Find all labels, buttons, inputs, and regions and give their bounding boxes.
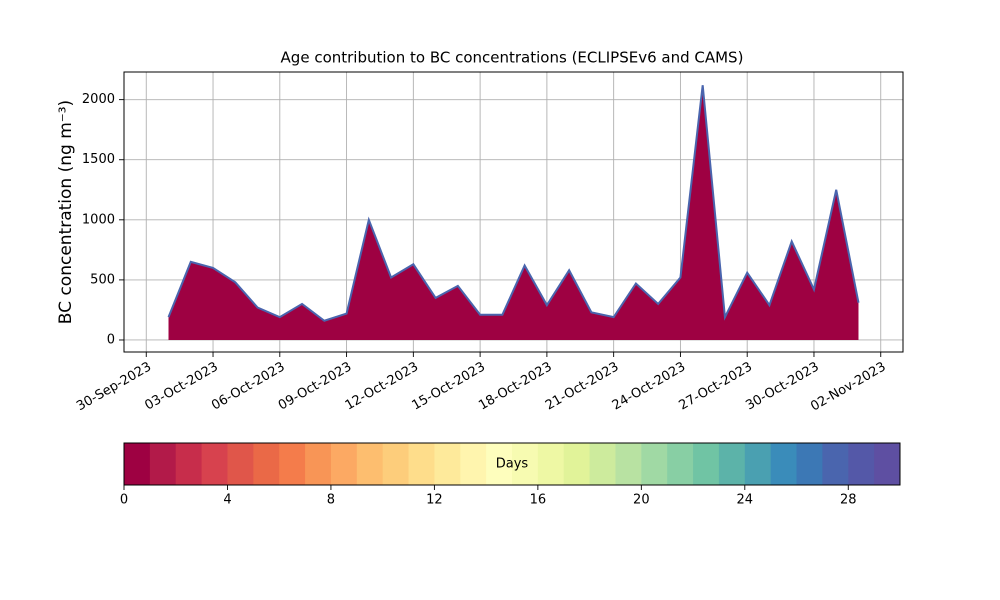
colorbar-swatch bbox=[305, 443, 332, 485]
y-tick-label: 500 bbox=[90, 272, 115, 287]
colorbar-swatch bbox=[718, 443, 746, 485]
colorbar-swatch bbox=[874, 443, 901, 485]
x-tick-label: 09-Oct-2023 bbox=[276, 360, 354, 414]
colorbar-swatch bbox=[744, 443, 772, 485]
x-tick-label: 06-Oct-2023 bbox=[209, 360, 287, 414]
colorbar-swatch bbox=[822, 443, 849, 485]
colorbar-tick-label: 20 bbox=[633, 493, 650, 508]
colorbar-swatch bbox=[537, 443, 565, 485]
colorbar-swatch bbox=[279, 443, 306, 485]
y-axis-label: BC concentration (ng m⁻³) bbox=[56, 100, 76, 324]
colorbar-swatch bbox=[512, 443, 539, 485]
area bbox=[168, 85, 859, 340]
plot-frame bbox=[123, 71, 904, 353]
colorbar-tick-label: 12 bbox=[426, 493, 443, 508]
colorbar-swatch bbox=[356, 443, 384, 485]
colorbar-tick-label: 28 bbox=[840, 493, 857, 508]
x-tick-label: 21-Oct-2023 bbox=[543, 360, 621, 414]
colorbar-swatch bbox=[201, 443, 228, 485]
colorbar-swatch bbox=[124, 443, 151, 485]
area-edge bbox=[167, 85, 860, 322]
x-tick-label: 12-Oct-2023 bbox=[343, 360, 421, 414]
y-tick-label: 1500 bbox=[82, 152, 115, 167]
colorbar-swatch bbox=[615, 443, 642, 485]
colorbar-swatch bbox=[408, 443, 435, 485]
y-tick-label: 1000 bbox=[82, 212, 115, 227]
colorbar-swatch bbox=[589, 443, 616, 485]
colorbar-swatch bbox=[667, 443, 694, 485]
colorbar-tick-label: 24 bbox=[737, 493, 754, 508]
x-tick-label: 27-Oct-2023 bbox=[677, 360, 755, 414]
colorbar-swatch bbox=[486, 443, 513, 485]
colorbar-tick-label: 4 bbox=[223, 493, 231, 508]
chart-title: Age contribution to BC concentrations (E… bbox=[281, 49, 744, 67]
x-tick-label: 18-Oct-2023 bbox=[476, 360, 554, 414]
x-tick-label: 02-Nov-2023 bbox=[808, 360, 888, 415]
colorbar-swatch bbox=[563, 443, 591, 485]
colorbar-swatch bbox=[175, 443, 203, 485]
colorbar-swatch bbox=[434, 443, 461, 485]
x-tick-label: 24-Oct-2023 bbox=[610, 360, 688, 414]
colorbar-tick-label: 8 bbox=[327, 493, 335, 508]
colorbar-tick-label: 16 bbox=[530, 493, 547, 508]
y-tick-label: 2000 bbox=[82, 92, 115, 107]
colorbar-label: Days bbox=[496, 457, 529, 472]
colorbar-swatch bbox=[641, 443, 668, 485]
colorbar-swatch bbox=[253, 443, 280, 485]
colorbar-swatch bbox=[227, 443, 254, 485]
colorbar-frame bbox=[123, 442, 901, 486]
colorbar-swatch bbox=[460, 443, 487, 485]
x-tick-label: 03-Oct-2023 bbox=[142, 360, 220, 414]
colorbar-swatch bbox=[382, 443, 410, 485]
x-tick-label: 30-Sep-2023 bbox=[74, 360, 154, 415]
colorbar-swatch bbox=[770, 443, 798, 485]
colorbar-swatch bbox=[330, 443, 358, 485]
colorbar-swatch bbox=[796, 443, 823, 485]
colorbar-swatch bbox=[693, 443, 720, 485]
colorbar-swatch bbox=[149, 443, 177, 485]
colorbar-swatch bbox=[848, 443, 875, 485]
colorbar-tick-label: 0 bbox=[120, 493, 128, 508]
x-tick-label: 15-Oct-2023 bbox=[409, 360, 487, 414]
y-tick-label: 0 bbox=[107, 332, 115, 347]
